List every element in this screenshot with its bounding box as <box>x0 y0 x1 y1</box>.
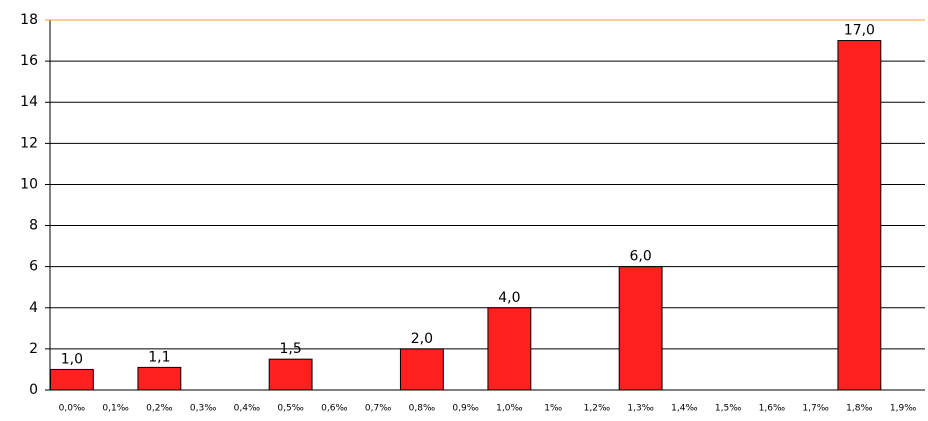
x-tick-label: 1,5‰ <box>715 404 741 414</box>
value-label: 1,0 <box>61 351 83 367</box>
bar <box>618 266 663 391</box>
value-label: 1,5 <box>279 341 301 357</box>
x-tick-label: 0,7‰ <box>365 404 391 414</box>
value-label: 6,0 <box>629 249 651 265</box>
x-tick-label: 0,3‰ <box>190 404 216 414</box>
x-tick-label: 0,0‰ <box>59 404 85 414</box>
y-tick-label: 2 <box>29 341 38 357</box>
x-tick-label: 0,8‰ <box>409 404 435 414</box>
value-label: 17,0 <box>844 23 875 39</box>
y-tick-label: 4 <box>29 300 38 316</box>
y-tick-label: 0 <box>29 382 38 398</box>
x-tick-label: 1,9‰ <box>890 404 916 414</box>
value-label: 1,1 <box>148 349 170 365</box>
x-tick-label: 0,4‰ <box>234 404 260 414</box>
value-label: 2,0 <box>411 331 433 347</box>
x-tick-label: 1,0‰ <box>496 404 522 414</box>
y-tick-label: 8 <box>29 218 38 234</box>
x-tick-label: 1,3‰ <box>627 404 653 414</box>
y-tick-label: 14 <box>20 94 38 110</box>
x-tick-label: 1,4‰ <box>671 404 697 414</box>
x-tick-label: 1‰ <box>544 404 562 414</box>
bar <box>399 348 444 391</box>
x-tick-label: 0,9‰ <box>452 404 478 414</box>
y-tick-label: 18 <box>20 12 38 28</box>
x-tick-label: 1,7‰ <box>802 404 828 414</box>
x-tick-label: 0,2‰ <box>146 404 172 414</box>
value-label: 4,0 <box>498 290 520 306</box>
y-tick-label: 6 <box>29 259 38 275</box>
bar <box>487 307 532 391</box>
x-tick-label: 0,5‰ <box>277 404 303 414</box>
x-tick-label: 1,2‰ <box>584 404 610 414</box>
x-tick-label: 0,1‰ <box>102 404 128 414</box>
bar <box>268 358 313 391</box>
x-tick-label: 0,6‰ <box>321 404 347 414</box>
y-tick-label: 16 <box>20 53 38 69</box>
y-tick-label: 12 <box>20 135 38 151</box>
bar <box>49 368 94 391</box>
y-tick-label: 10 <box>20 176 38 192</box>
x-tick-label: 1,8‰ <box>846 404 872 414</box>
x-tick-label: 1,6‰ <box>759 404 785 414</box>
bar <box>137 366 182 391</box>
bar <box>837 40 882 391</box>
